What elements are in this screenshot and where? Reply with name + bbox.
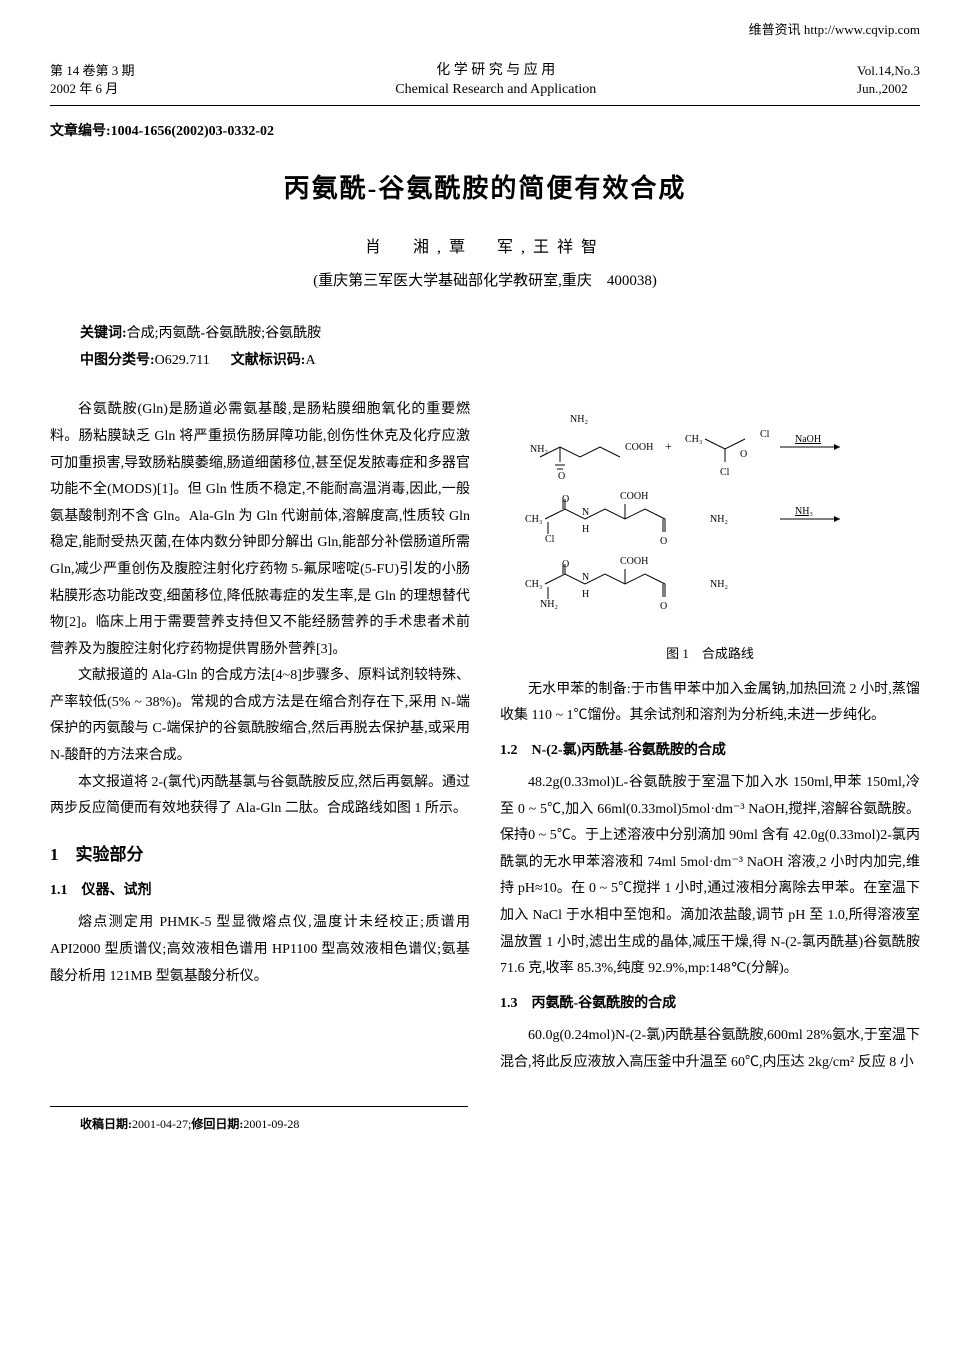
scheme-nh2-3: NH₂ xyxy=(710,514,728,525)
classification-label: 中图分类号: xyxy=(80,353,155,368)
journal-title: 化 学 研 究 与 应 用 Chemical Research and Appl… xyxy=(395,61,596,100)
received-date: 2001-04-27; xyxy=(132,1117,191,1131)
intro-para-3: 本文报道将 2-(氯代)丙酰基氯与谷氨酰胺反应,然后再氨解。通过两步反应简便而有… xyxy=(50,770,470,823)
intro-para-2: 文献报道的 Ala-Gln 的合成方法[4~8]步骤多、原料试剂较特殊、产率较低… xyxy=(50,663,470,769)
scheme-cooh-2: COOH xyxy=(620,491,648,502)
journal-header: 第 14 卷第 3 期 2002 年 6 月 化 学 研 究 与 应 用 Che… xyxy=(50,61,920,106)
scheme-nh2-5: NH₂ xyxy=(710,579,728,590)
doc-code-label: 文献标识码: xyxy=(231,353,306,368)
footer-dates: 收稿日期:2001-04-27;修回日期:2001-09-28 xyxy=(50,1106,468,1134)
right-column: NH₂ NH₂ COOH O + CH₃ Cl Cl O NaOH CH₃ O xyxy=(500,397,920,1076)
header-issue: 第 14 卷第 3 期 2002 年 6 月 xyxy=(50,62,135,98)
scheme-caption: 图 1 合成路线 xyxy=(500,644,920,665)
scheme-nh2-1: NH₂ xyxy=(570,414,588,425)
scheme-h-1: H xyxy=(582,524,589,535)
subsection-1-1-title: 1.1 仪器、试剂 xyxy=(50,880,470,902)
intro-para-1: 谷氨酰胺(Gln)是肠道必需氨基酸,是肠粘膜细胞氧化的重要燃料。肠粘膜缺乏 Gl… xyxy=(50,397,470,663)
subsection-1-3-title: 1.3 丙氨酰-谷氨酰胺的合成 xyxy=(500,993,920,1015)
doc-code: A xyxy=(305,353,315,368)
authors: 肖 湘,覃 军,王祥智 xyxy=(50,235,920,261)
scheme-cl-3: Cl xyxy=(545,534,555,545)
header-volume: Vol.14,No.3 Jun.,2002 xyxy=(857,62,920,98)
scheme-cooh-1: COOH xyxy=(625,442,653,453)
scheme-nh2-4: NH₂ xyxy=(540,599,558,610)
body-columns: 谷氨酰胺(Gln)是肠道必需氨基酸,是肠粘膜细胞氧化的重要燃料。肠粘膜缺乏 Gl… xyxy=(50,397,920,1076)
volume-issue: 第 14 卷第 3 期 xyxy=(50,62,135,80)
synthesis-1-2-para: 48.2g(0.33mol)L-谷氨酰胺于室温下加入水 150ml,甲苯 150… xyxy=(500,770,920,983)
scheme-o-4: O xyxy=(660,536,667,547)
section-1-title: 1 实验部分 xyxy=(50,841,470,868)
scheme-h-2: H xyxy=(582,589,589,600)
article-id: 文章编号:1004-1656(2002)03-0332-02 xyxy=(50,121,920,143)
scheme-nh2-2: NH₂ xyxy=(530,444,548,455)
scheme-plus: + xyxy=(665,439,672,453)
affiliation: (重庆第三军医大学基础部化学教研室,重庆 400038) xyxy=(50,269,920,293)
scheme-svg: NH₂ NH₂ COOH O + CH₃ Cl Cl O NaOH CH₃ O xyxy=(500,407,920,617)
month-year: Jun.,2002 xyxy=(857,80,920,98)
subsection-1-2-title: 1.2 N-(2-氯)丙酰基-谷氨酰胺的合成 xyxy=(500,740,920,762)
keywords-line: 关键词:合成;丙氨酰-谷氨酰胺;谷氨酰胺 xyxy=(50,323,920,345)
scheme-o-2: O xyxy=(740,449,747,460)
instruments-para: 熔点测定用 PHMK-5 型显微熔点仪,温度计未经校正;质谱用 API2000 … xyxy=(50,910,470,990)
scheme-n-2: N xyxy=(582,572,589,583)
keywords-label: 关键词: xyxy=(80,326,127,341)
reaction-scheme: NH₂ NH₂ COOH O + CH₃ Cl Cl O NaOH CH₃ O xyxy=(500,397,920,635)
keywords-text: 合成;丙氨酰-谷氨酰胺;谷氨酰胺 xyxy=(127,326,321,341)
article-title: 丙氨酰-谷氨酰胺的简便有效合成 xyxy=(50,168,920,210)
synthesis-1-3-para: 60.0g(0.24mol)N-(2-氯)丙酰基谷氨酰胺,600ml 28%氨水… xyxy=(500,1023,920,1076)
classification-line: 中图分类号:O629.711 文献标识码:A xyxy=(50,350,920,372)
scheme-nh3: NH₃ xyxy=(795,506,813,517)
vol-no: Vol.14,No.3 xyxy=(857,62,920,80)
journal-title-cn: 化 学 研 究 与 应 用 xyxy=(395,61,596,81)
received-label: 收稿日期: xyxy=(80,1117,132,1131)
scheme-ch3-1: CH₃ xyxy=(685,434,702,445)
scheme-cl-1: Cl xyxy=(760,429,770,440)
revised-date: 2001-09-28 xyxy=(243,1117,299,1131)
article-id-label: 文章编号: xyxy=(50,124,111,139)
toluene-prep-para: 无水甲苯的制备:于市售甲苯中加入金属钠,加热回流 2 小时,蒸馏收集 110 ~… xyxy=(500,677,920,730)
classification-code: O629.711 xyxy=(155,353,210,368)
scheme-cooh-3: COOH xyxy=(620,556,648,567)
scheme-ch3-3: CH₃ xyxy=(525,579,542,590)
scheme-o-6: O xyxy=(660,601,667,612)
left-column: 谷氨酰胺(Gln)是肠道必需氨基酸,是肠粘膜细胞氧化的重要燃料。肠粘膜缺乏 Gl… xyxy=(50,397,470,1076)
source-link: 维普资讯 http://www.cqvip.com xyxy=(50,20,920,41)
journal-title-en: Chemical Research and Application xyxy=(395,80,596,100)
scheme-n-1: N xyxy=(582,507,589,518)
revised-label: 修回日期: xyxy=(191,1117,243,1131)
article-id-value: 1004-1656(2002)03-0332-02 xyxy=(111,124,274,139)
scheme-cl-2: Cl xyxy=(720,467,730,478)
publication-date: 2002 年 6 月 xyxy=(50,80,135,98)
scheme-o-1: O xyxy=(558,471,565,482)
scheme-ch3-2: CH₃ xyxy=(525,514,542,525)
scheme-naoh: NaOH xyxy=(795,434,821,445)
